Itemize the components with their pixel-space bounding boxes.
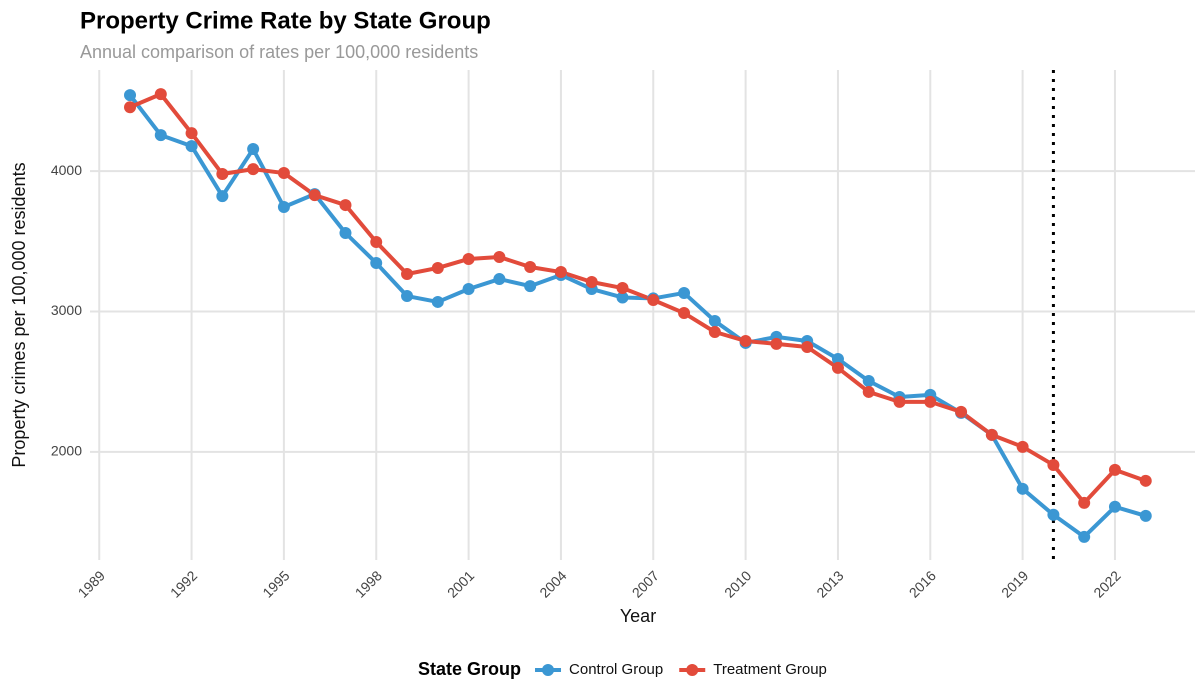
data-point	[185, 127, 198, 140]
data-point	[247, 163, 260, 176]
data-point	[339, 199, 352, 212]
y-tick-label: 2000	[51, 443, 82, 459]
data-point	[678, 307, 691, 320]
data-point	[985, 428, 998, 441]
x-tick-label: 1989	[75, 567, 108, 600]
data-point	[770, 337, 783, 350]
data-point	[554, 266, 567, 279]
legend-title: State Group	[418, 659, 521, 679]
x-tick-label: 2016	[906, 567, 939, 600]
data-point	[1108, 500, 1121, 513]
data-point	[462, 252, 475, 265]
data-point	[308, 189, 321, 202]
data-point	[154, 88, 167, 101]
data-point	[524, 260, 537, 273]
data-point	[924, 395, 937, 408]
chart-title: Property Crime Rate by State Group	[80, 7, 491, 34]
data-point	[185, 140, 198, 153]
data-point	[739, 334, 752, 347]
data-point	[216, 168, 229, 181]
data-point	[678, 286, 691, 299]
legend-swatch	[686, 664, 699, 676]
legend-swatch	[542, 664, 555, 676]
data-point	[401, 268, 414, 281]
x-tick-label: 2004	[536, 567, 569, 600]
data-point	[462, 283, 475, 296]
data-point	[493, 273, 506, 286]
x-tick-label: 2013	[813, 567, 846, 600]
data-point	[708, 325, 721, 338]
x-tick-label: 2019	[998, 567, 1031, 600]
legend-label: Treatment Group	[713, 661, 827, 678]
data-point	[1108, 463, 1121, 476]
data-point	[955, 405, 968, 418]
data-point	[831, 361, 844, 374]
x-tick-label: 2022	[1090, 567, 1123, 600]
chart-subtitle: Annual comparison of rates per 100,000 r…	[80, 42, 478, 62]
data-point	[431, 261, 444, 274]
x-tick-label: 2010	[721, 567, 754, 600]
data-point	[893, 395, 906, 408]
series-line	[129, 92, 1147, 505]
data-point	[708, 315, 721, 328]
x-axis-label: Year	[620, 606, 656, 626]
data-point	[277, 167, 290, 180]
data-point	[801, 341, 814, 354]
data-point	[1078, 530, 1091, 543]
x-tick-label: 1995	[259, 567, 292, 600]
data-point	[585, 276, 598, 289]
data-point	[339, 227, 352, 240]
data-point	[154, 129, 167, 142]
y-tick-label: 3000	[51, 302, 82, 318]
x-tick-label: 1992	[167, 567, 200, 600]
data-point	[493, 251, 506, 264]
data-point	[1047, 508, 1060, 521]
legend-label: Control Group	[569, 661, 663, 678]
data-point	[247, 143, 260, 156]
data-point	[1047, 458, 1060, 471]
y-axis-label: Property crimes per 100,000 residents	[9, 162, 29, 467]
data-point	[124, 101, 137, 114]
data-point	[616, 291, 629, 304]
data-point	[862, 385, 875, 398]
data-point	[1016, 482, 1029, 495]
data-point	[1139, 509, 1152, 522]
data-point	[124, 89, 137, 102]
y-tick-label: 4000	[51, 162, 82, 178]
series-line	[128, 93, 1147, 539]
data-point	[431, 295, 444, 308]
data-point	[1078, 496, 1091, 509]
data-point	[370, 257, 383, 270]
data-point	[277, 201, 290, 214]
data-point	[524, 280, 537, 293]
data-point	[862, 374, 875, 387]
data-point	[831, 352, 844, 365]
x-tick-label: 2001	[444, 567, 477, 600]
x-tick-label: 2007	[629, 567, 662, 600]
data-point	[216, 190, 229, 203]
data-point	[1016, 440, 1029, 453]
data-point	[616, 282, 629, 295]
data-point	[647, 293, 660, 306]
x-tick-label: 1998	[352, 567, 385, 600]
data-point	[1139, 474, 1152, 487]
data-point	[401, 290, 414, 303]
data-point	[370, 235, 383, 248]
